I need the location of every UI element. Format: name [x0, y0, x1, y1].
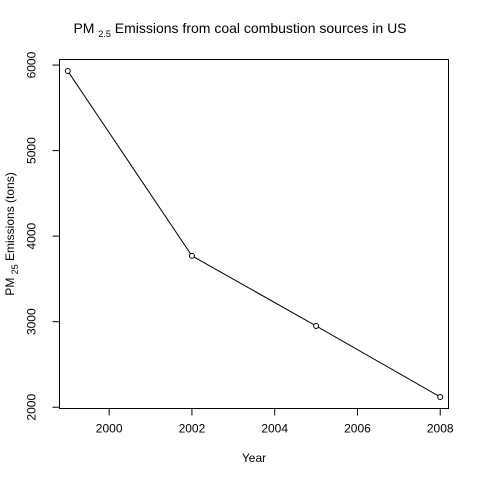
x-axis-tick-label: 2008 [427, 422, 454, 436]
y-axis-tick-label: 2000 [25, 394, 39, 421]
series-layer [64, 68, 444, 400]
data-point [313, 322, 320, 329]
chart-title: PM 2.5 Emissions from coal combustion so… [73, 20, 406, 40]
x-axis-tick-label: 2004 [261, 422, 288, 436]
y-title-main: PM [3, 278, 17, 296]
title-subscript: 2.5 [98, 29, 111, 39]
y-axis-tick-label: 6000 [25, 51, 39, 78]
plot-frame [59, 59, 449, 409]
x-axis-tick-label: 2006 [344, 422, 371, 436]
data-point [188, 252, 195, 259]
y-axis-tick-label: 4000 [25, 222, 39, 249]
data-point [64, 68, 71, 75]
y-axis: 2000 3000 4000 5000 6000 [25, 51, 60, 421]
data-point [437, 393, 444, 400]
y-title-subscript: 25 [10, 264, 20, 274]
y-axis-tick-label: 3000 [25, 308, 39, 335]
x-axis: 2000 2002 2004 2006 2008 [96, 408, 454, 436]
x-axis-tick-label: 2000 [96, 422, 123, 436]
title-rest: Emissions from coal combustion sources i… [115, 20, 407, 36]
series-line [67, 70, 441, 398]
x-axis-tick-label: 2002 [179, 422, 206, 436]
y-title-rest: Emissions (tons) [3, 172, 17, 261]
y-axis-tick-label: 5000 [25, 137, 39, 164]
y-axis-title: PM 25 Emissions (tons) [3, 172, 21, 295]
title-main: PM [73, 20, 94, 36]
x-axis-title: Year [242, 451, 266, 465]
